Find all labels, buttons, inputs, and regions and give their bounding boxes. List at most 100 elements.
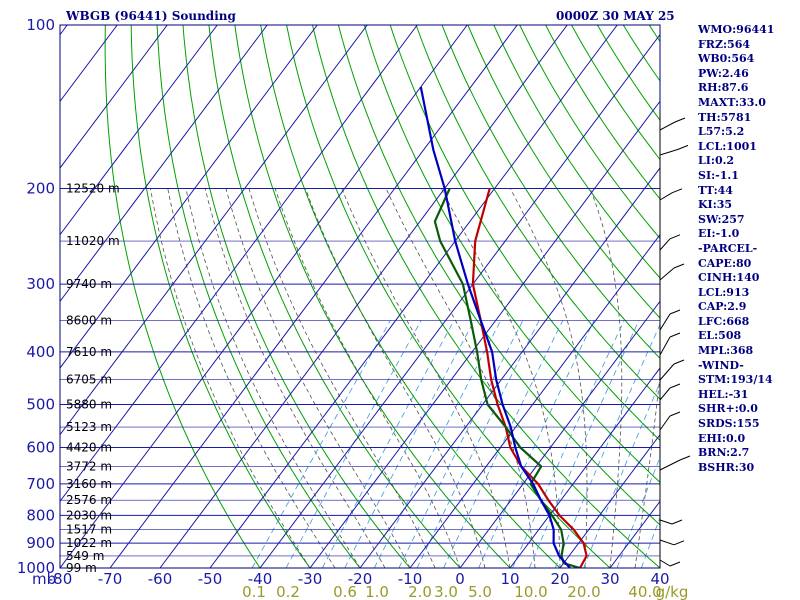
wind-barb [659, 148, 679, 156]
temperature-tick-label: -40 [248, 570, 273, 588]
index-item: -PARCEL- [698, 241, 758, 255]
index-item: TH:5781 [698, 110, 752, 124]
wind-barb [659, 363, 675, 381]
pressure-tick-label: 300 [26, 275, 55, 293]
mixing-ratio-unit-label: g/kg [656, 583, 689, 600]
wind-barb [659, 539, 675, 546]
pressure-tick-label: 500 [26, 396, 55, 414]
wind-barb-flag [669, 332, 681, 338]
height-label: 99 m [66, 561, 97, 575]
isotherm-line [409, 233, 660, 568]
wind-barb [659, 267, 675, 281]
index-item: TT:44 [698, 183, 733, 197]
height-label: 5123 m [66, 420, 112, 434]
pressure-tick-label: 900 [26, 534, 55, 552]
wind-barb-flag [669, 383, 681, 389]
moist-adiabat-line [341, 188, 511, 568]
index-item: LCL:913 [698, 285, 750, 299]
height-label: 12520 m [66, 182, 120, 196]
isotherm-line [259, 33, 660, 568]
index-item: CINH:140 [698, 271, 760, 285]
isotherm-line [60, 25, 468, 568]
index-item: FRZ:564 [698, 37, 751, 51]
wind-barb [659, 387, 671, 401]
mixing-ratio-tick-label: 1.0 [365, 583, 389, 600]
isotherm-line [60, 25, 368, 436]
temperature-tick-label: 10 [500, 570, 519, 588]
index-item: SI:-1.1 [698, 168, 739, 182]
wind-barb-flag [673, 359, 685, 365]
temperature-tick-label: 20 [550, 570, 569, 588]
height-labels: 12520 m 11020 m 9740 m 8600 m 7610 m 6705 m 58… [66, 182, 120, 576]
wind-barb-flag [673, 263, 685, 269]
mixing-ratio-tick-label: 3.0 [434, 583, 458, 600]
wind-barb [659, 519, 673, 525]
mixing-ratio-tick-label: 2.0 [408, 583, 432, 600]
mixing-ratio-tick-label: 20.0 [567, 583, 600, 600]
sounding-profile-line [471, 188, 588, 568]
chart-title: WBGB (96441) Sounding [65, 9, 236, 23]
index-item: MAXT:33.0 [698, 95, 766, 109]
index-item: -WIND- [698, 358, 744, 372]
height-label: 549 m [66, 549, 104, 563]
height-label: 7610 m [66, 345, 112, 359]
wind-barb [659, 459, 681, 471]
temperature-tick-label: -50 [198, 570, 223, 588]
height-label: 1022 m [66, 536, 112, 550]
temperature-tick-label: -70 [98, 570, 123, 588]
height-label: 9740 m [66, 277, 112, 291]
mixing-ratio-line [512, 320, 625, 568]
mixing-ratio-line [554, 323, 660, 568]
index-item: KI:35 [698, 198, 733, 212]
index-item: LCL:1001 [698, 139, 757, 153]
wind-barb-flag [671, 519, 683, 525]
index-item: CAP:2.9 [698, 300, 747, 314]
isotherm-line [159, 25, 568, 568]
height-label: 8600 m [66, 313, 112, 327]
isotherm-line [559, 433, 660, 568]
mixing-ratio-line [285, 320, 422, 568]
pressure-tick-label: 100 [26, 16, 55, 34]
pressure-axis: 100 200 300 400 500 600 700 800 900 1000 [17, 16, 55, 577]
mixing-ratio-line [528, 320, 640, 568]
pressure-tick-label: 1000 [17, 559, 55, 577]
sounding-profile-line [433, 188, 581, 568]
mixing-ratio-line [322, 320, 455, 568]
height-label: 3160 m [66, 477, 112, 491]
wind-barbs [659, 110, 691, 568]
height-label: 11020 m [66, 234, 120, 248]
isotherm-line [60, 25, 318, 369]
temperature-tick-label: 30 [600, 570, 619, 588]
moist-adiabat-line [248, 188, 436, 568]
mixing-ratio-tick-label: 10.0 [514, 583, 547, 600]
wind-barb-flag [669, 411, 681, 417]
mixing-ratio-tick-label: 0.6 [333, 583, 357, 600]
pressure-tick-label: 200 [26, 180, 55, 198]
chart-datetime: 0000Z 30 MAY 25 [556, 9, 675, 23]
chart-series [419, 86, 588, 568]
mixing-ratio-line [478, 320, 595, 568]
temperature-tick-label: -80 [48, 570, 73, 588]
index-item: WB0:564 [698, 52, 755, 66]
isotherm-line [60, 25, 168, 169]
index-item: RH:87.6 [698, 81, 749, 95]
height-label: 4420 m [66, 441, 112, 455]
mixing-ratio-line [251, 320, 391, 568]
temperature-tick-label: 0 [455, 570, 465, 588]
mixing-ratio-axis: 0.1 0.2 0.6 1.0 2.0 3.0 5.0 10.0 20.0 40.0g/kg [242, 583, 688, 600]
isotherm-line [209, 25, 618, 568]
y-axis-unit-label: mb [32, 570, 56, 588]
wind-barb-flag [671, 188, 683, 194]
index-item: HEL:-31 [698, 387, 749, 401]
wind-barb [659, 121, 676, 131]
index-item: PW:2.46 [698, 66, 749, 80]
index-item: LFC:668 [698, 314, 750, 328]
temperature-tick-label: -10 [398, 570, 423, 588]
index-item: EHI:0.0 [698, 431, 746, 445]
isotherm-line [60, 25, 218, 236]
index-item: SRDS:155 [698, 417, 760, 431]
isotherm-line [359, 167, 660, 568]
wind-barb [659, 559, 671, 567]
height-label: 5880 m [66, 398, 112, 412]
wind-barb-flag [669, 234, 681, 240]
